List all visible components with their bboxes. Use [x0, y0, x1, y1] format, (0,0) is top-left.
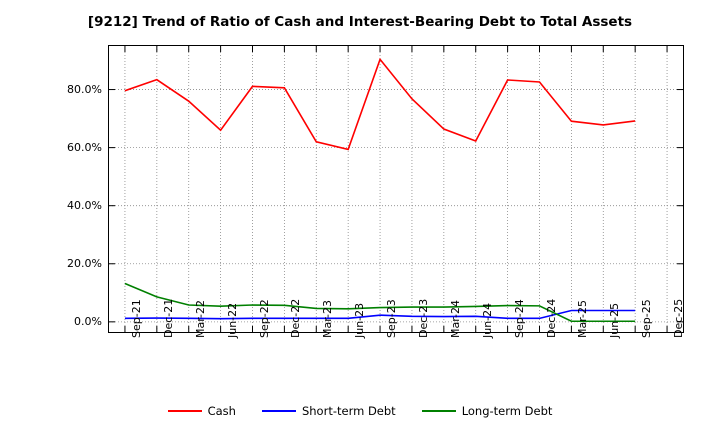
x-axis-tick-label: Jun-23 [353, 302, 367, 338]
legend-line-swatch [167, 410, 202, 412]
x-axis-tick-label: Mar-24 [448, 299, 462, 338]
y-axis-tick-label: 0.0% [74, 314, 102, 328]
legend-line-swatch [421, 410, 456, 412]
chart-title: [9212] Trend of Ratio of Cash and Intere… [87, 14, 633, 30]
chart-svg [109, 46, 683, 332]
legend-item: Cash [167, 404, 236, 418]
x-axis-tick-label: Mar-25 [576, 299, 590, 338]
x-axis-tick-label: Mar-23 [321, 299, 335, 338]
x-axis-tick-label: Sep-22 [257, 299, 271, 338]
legend-label: Long-term Debt [461, 404, 553, 418]
legend-label: Cash [207, 404, 236, 418]
x-axis-tick-label: Dec-25 [672, 298, 686, 338]
x-axis-tick-label: Jun-25 [608, 302, 622, 338]
series-line-cash [124, 57, 636, 151]
x-axis-tick-label: Sep-24 [512, 299, 526, 338]
legend-item: Short-term Debt [261, 404, 396, 418]
series-line-short-term-debt [124, 309, 636, 320]
legend-line-swatch [261, 410, 296, 412]
x-axis-tick-label: Dec-21 [161, 298, 175, 338]
legend-label: Short-term Debt [301, 404, 396, 418]
x-axis-tick-label: Mar-22 [193, 299, 207, 338]
x-axis-tick-label: Jun-22 [225, 302, 239, 338]
x-axis-tick-label: Sep-23 [385, 299, 399, 338]
y-axis-tick-label: 60.0% [67, 140, 102, 154]
series-line-long-term-debt [124, 282, 636, 323]
y-axis-tick-label: 40.0% [67, 198, 102, 212]
y-axis-tick-label: 80.0% [67, 82, 102, 96]
x-axis-tick-label: Dec-24 [544, 298, 558, 338]
x-axis-tick-label: Dec-23 [416, 298, 430, 338]
plot-area [108, 45, 684, 333]
x-axis-tick-label: Sep-21 [129, 299, 143, 338]
x-axis-tick-label: Dec-22 [289, 298, 303, 338]
legend-item: Long-term Debt [421, 404, 553, 418]
x-axis-tick-label: Jun-24 [480, 302, 494, 338]
y-axis-tick-label: 20.0% [67, 256, 102, 270]
chart-legend: Cash Short-term Debt Long-term Debt [0, 404, 720, 418]
x-axis-tick-label: Sep-25 [640, 299, 654, 338]
